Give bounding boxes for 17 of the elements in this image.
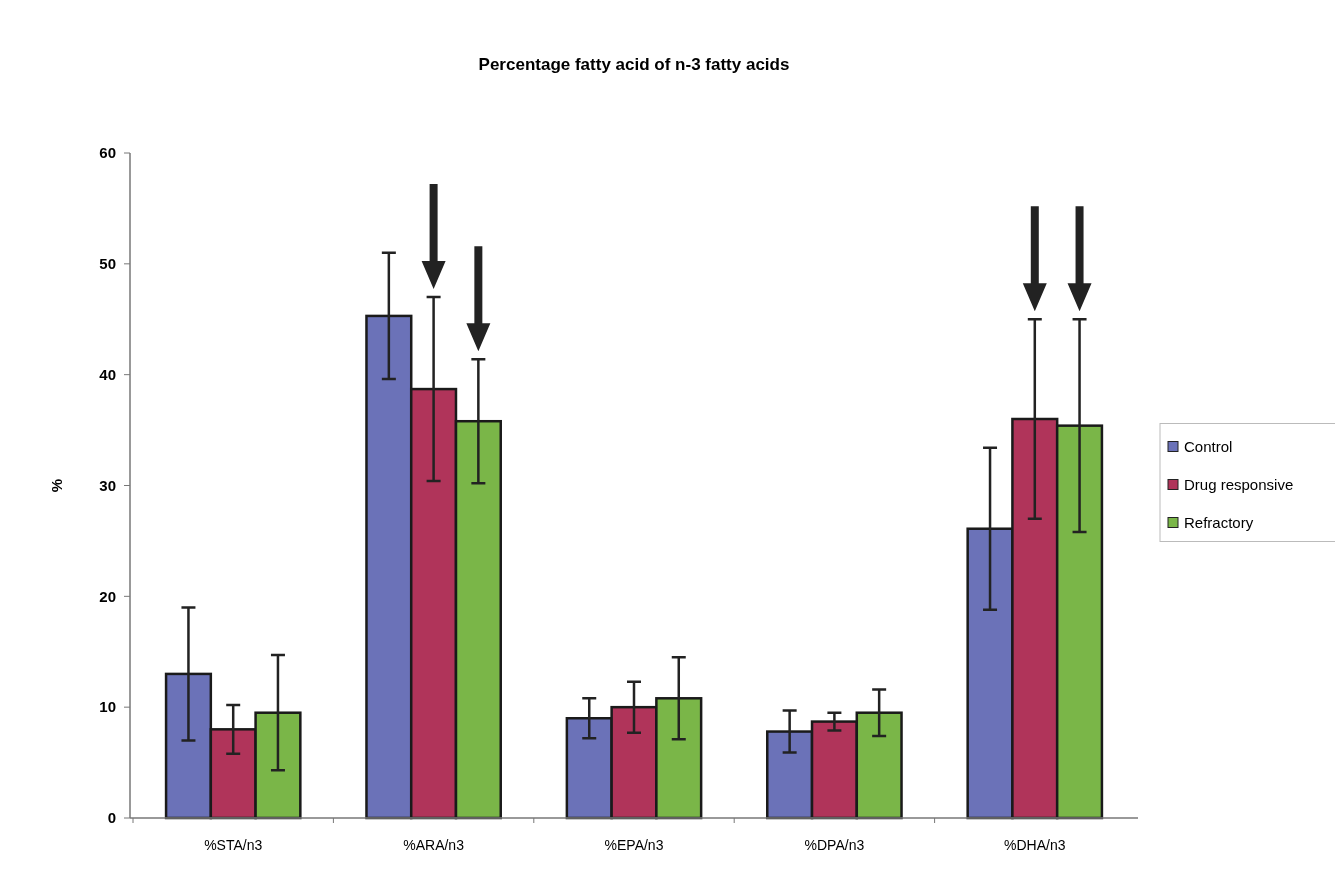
y-tick-label: 30: [99, 476, 116, 494]
y-axis-title: %: [48, 478, 65, 493]
y-tick-label: 20: [99, 587, 116, 605]
x-tick-label: %STA/n3: [204, 837, 263, 853]
x-tick-label: %DPA/n3: [804, 837, 865, 853]
y-tick-label: 50: [99, 255, 116, 273]
y-tick-label: 60: [99, 144, 116, 162]
x-tick-label: %DHA/n3: [1004, 837, 1066, 853]
legend-label: Drug responsive: [1184, 475, 1294, 493]
chart-title: Percentage fatty acid of n-3 fatty acids: [478, 55, 790, 74]
y-tick-label: 0: [107, 809, 116, 827]
x-tick-label: %EPA/n3: [604, 837, 664, 853]
y-tick-label: 10: [99, 698, 116, 716]
y-tick-label: 40: [99, 365, 116, 383]
legend-label: Refractory: [1184, 513, 1254, 531]
legend-label: Control: [1184, 437, 1233, 455]
x-tick-label: %ARA/n3: [403, 837, 465, 853]
